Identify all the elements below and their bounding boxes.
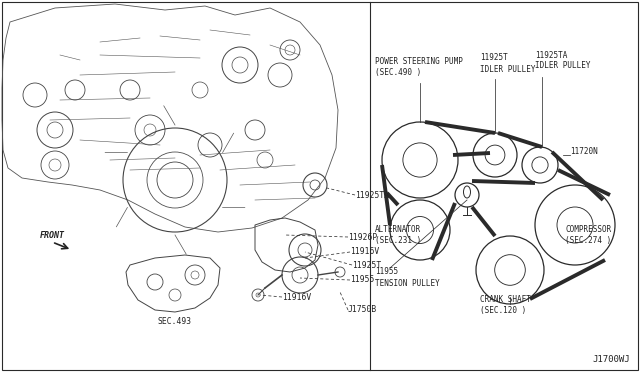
Text: 11916V: 11916V [350, 247, 380, 257]
Text: 11926P: 11926P [348, 232, 377, 241]
Text: (SEC.120 ): (SEC.120 ) [480, 307, 526, 315]
Text: CRANK SHAFT: CRANK SHAFT [480, 295, 531, 305]
Text: 11720N: 11720N [570, 148, 598, 157]
Text: TENSION PULLEY: TENSION PULLEY [375, 279, 440, 288]
Text: 11955: 11955 [375, 267, 398, 276]
Text: ALTERNATOR: ALTERNATOR [375, 225, 421, 234]
Text: (SEC.490 ): (SEC.490 ) [375, 68, 421, 77]
Text: 11916V: 11916V [282, 292, 311, 301]
Text: J1700WJ: J1700WJ [593, 355, 630, 364]
Text: 11925T: 11925T [352, 260, 381, 269]
Text: 11925T: 11925T [480, 54, 508, 62]
Text: COMPRESSOR: COMPRESSOR [565, 225, 611, 234]
Text: 11925TA: 11925TA [355, 190, 389, 199]
Text: (SEC.231 ): (SEC.231 ) [375, 237, 421, 246]
Text: 11955: 11955 [350, 276, 374, 285]
Text: 11925TA: 11925TA [535, 51, 568, 60]
Text: SEC.493: SEC.493 [158, 317, 192, 327]
Text: J1750B: J1750B [348, 305, 377, 314]
Text: FRONT: FRONT [40, 231, 65, 240]
Text: POWER STEERING PUMP: POWER STEERING PUMP [375, 58, 463, 67]
Text: IDLER PULLEY: IDLER PULLEY [480, 64, 536, 74]
Text: IDLER PULLEY: IDLER PULLEY [535, 61, 591, 71]
Text: (SEC.274 ): (SEC.274 ) [565, 237, 611, 246]
